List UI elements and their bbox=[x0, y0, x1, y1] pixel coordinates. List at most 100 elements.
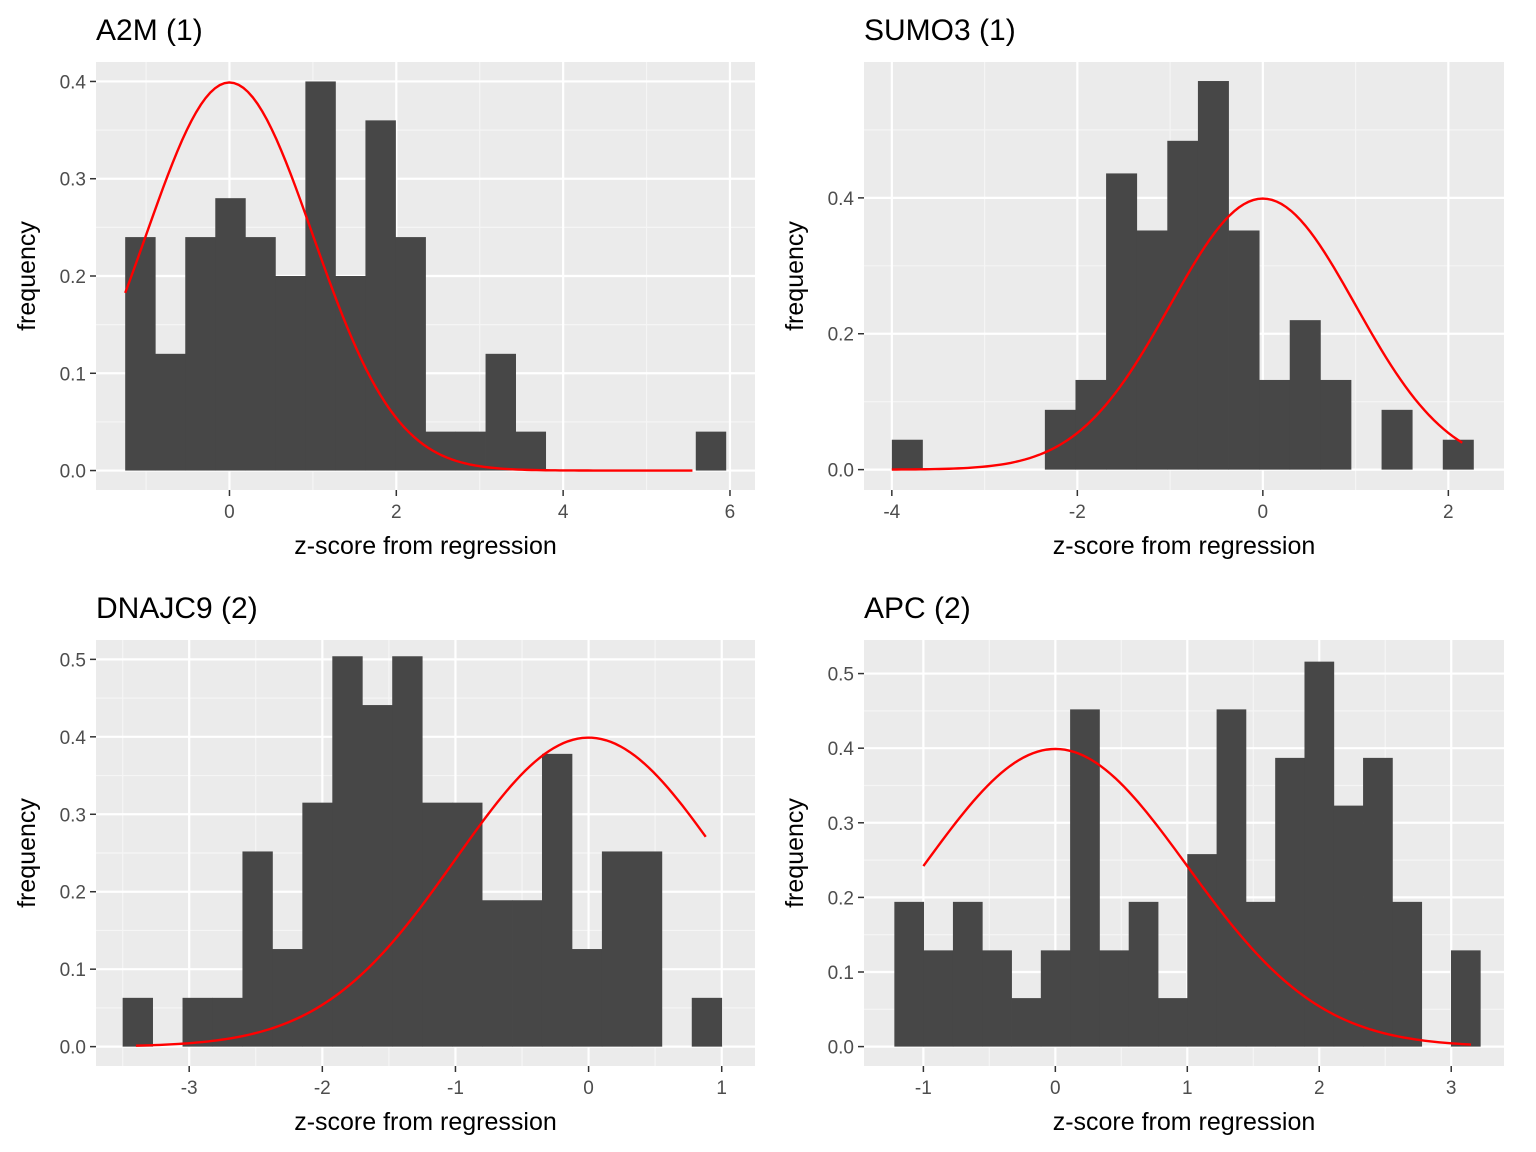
histogram-bar bbox=[125, 237, 156, 471]
histogram-bar bbox=[1070, 709, 1100, 1047]
histogram-bar bbox=[182, 997, 213, 1047]
chart-title: APC (2) bbox=[864, 592, 971, 625]
histogram-bar bbox=[245, 237, 276, 471]
histogram-bar bbox=[1289, 320, 1321, 470]
histogram-bar bbox=[485, 353, 516, 471]
y-tick-label: 0.3 bbox=[60, 170, 86, 191]
y-tick-label: 0.2 bbox=[828, 325, 854, 346]
y-tick-label: 0.3 bbox=[828, 814, 854, 835]
histogram-bar bbox=[1197, 81, 1229, 470]
x-tick-label: 2 bbox=[1443, 502, 1454, 523]
histogram-bar bbox=[422, 802, 453, 1047]
histogram-bar bbox=[631, 851, 663, 1047]
histogram-bar bbox=[1106, 173, 1138, 470]
x-tick-label: -4 bbox=[883, 502, 900, 523]
histogram-bar bbox=[1363, 757, 1393, 1047]
histogram-bar bbox=[512, 900, 543, 1047]
y-tick-label: 0.1 bbox=[828, 963, 854, 984]
histogram-bar bbox=[272, 949, 303, 1047]
x-tick-label: 1 bbox=[716, 1078, 727, 1099]
x-tick-label: 6 bbox=[725, 502, 736, 523]
x-tick-label: -3 bbox=[181, 1078, 198, 1099]
histogram-bar bbox=[242, 851, 273, 1047]
y-tick-label: 0.0 bbox=[828, 461, 854, 482]
histogram-bar bbox=[365, 120, 396, 471]
x-tick-label: 0 bbox=[224, 502, 235, 523]
histogram-bar bbox=[1442, 439, 1474, 470]
y-tick-label: 0.5 bbox=[60, 650, 86, 671]
x-tick-label: 4 bbox=[558, 502, 569, 523]
histogram-bar bbox=[1187, 854, 1217, 1047]
y-tick-label: 0.0 bbox=[60, 1038, 86, 1059]
histogram-bar bbox=[515, 431, 547, 471]
x-axis-label: z-score from regression bbox=[294, 532, 557, 560]
y-axis-label: frequency bbox=[13, 221, 41, 331]
histogram-bar bbox=[362, 705, 393, 1047]
histogram-bar bbox=[215, 198, 246, 471]
histogram-bar bbox=[392, 656, 423, 1047]
x-tick-label: 0 bbox=[583, 1078, 594, 1099]
x-tick-label: -1 bbox=[447, 1078, 464, 1099]
histogram-bar bbox=[335, 276, 366, 471]
histogram-bar bbox=[695, 431, 727, 471]
histogram-bar bbox=[1304, 661, 1335, 1047]
y-tick-label: 0.3 bbox=[60, 805, 86, 826]
y-tick-label: 0.0 bbox=[60, 462, 86, 483]
x-axis-label: z-score from regression bbox=[294, 1108, 557, 1136]
histogram-bar bbox=[395, 237, 426, 471]
histogram-bar bbox=[332, 656, 363, 1047]
histogram-bar bbox=[952, 901, 983, 1047]
normal-density-curve bbox=[891, 197, 1463, 471]
chart-title: DNAJC9 (2) bbox=[96, 592, 258, 625]
histogram-bar bbox=[122, 997, 153, 1047]
histogram-bar bbox=[1099, 950, 1130, 1047]
y-tick-label: 0.4 bbox=[60, 72, 87, 93]
x-axis-label: z-score from regression bbox=[1053, 532, 1316, 560]
histogram-bar bbox=[1011, 998, 1042, 1047]
y-tick-label: 0.1 bbox=[60, 364, 86, 385]
histogram-bar bbox=[1259, 379, 1291, 470]
histogram-bar bbox=[891, 439, 923, 470]
y-tick-label: 0.4 bbox=[828, 189, 855, 210]
y-tick-label: 0.5 bbox=[828, 665, 854, 686]
x-tick-label: 1 bbox=[1182, 1078, 1193, 1099]
chart-panel-4: -1 0 1 2 3 0.0 0.1 0.2 0.3 0.4 0.5 APC (2) z-score f… bbox=[781, 592, 1504, 1136]
x-tick-label: -2 bbox=[1069, 502, 1086, 523]
y-tick-label: 0.0 bbox=[828, 1038, 854, 1059]
y-axis-label: frequency bbox=[781, 221, 809, 331]
y-tick-label: 0.4 bbox=[60, 728, 87, 749]
histogram-bar bbox=[923, 950, 954, 1047]
histogram-bar bbox=[1075, 379, 1107, 470]
histogram-bar bbox=[982, 950, 1012, 1047]
histogram-bar bbox=[1333, 805, 1364, 1047]
histogram-bar bbox=[1216, 709, 1247, 1047]
y-tick-label: 0.2 bbox=[828, 888, 854, 909]
histogram-bar bbox=[425, 431, 456, 471]
y-tick-label: 0.2 bbox=[60, 883, 86, 904]
histogram-bar bbox=[1167, 140, 1199, 470]
histogram-bar bbox=[1128, 901, 1159, 1047]
histogram-bar bbox=[302, 802, 333, 1047]
normal-density-curve bbox=[922, 747, 1472, 1046]
histogram-bar bbox=[482, 900, 513, 1047]
histogram-bar bbox=[1450, 950, 1481, 1047]
normal-density-curve bbox=[135, 736, 707, 1047]
histogram-bar bbox=[601, 851, 633, 1047]
histogram-bar bbox=[1245, 901, 1276, 1047]
x-tick-label: -1 bbox=[915, 1078, 932, 1099]
histogram-bar bbox=[1320, 379, 1352, 470]
normal-density-curve bbox=[124, 81, 693, 472]
x-tick-label: -2 bbox=[314, 1078, 331, 1099]
histogram-bar bbox=[1228, 230, 1260, 470]
histogram-bar bbox=[1044, 409, 1076, 470]
histogram-bar bbox=[155, 353, 186, 471]
histogram-bar bbox=[691, 997, 723, 1047]
histogram-bar bbox=[452, 802, 483, 1047]
x-tick-label: 2 bbox=[1314, 1078, 1325, 1099]
histogram-bar bbox=[541, 753, 573, 1047]
y-axis-label: frequency bbox=[13, 798, 41, 908]
histogram-bar bbox=[305, 81, 336, 471]
chart-panel-1: 0 2 4 6 0.0 0.1 0.2 0.3 0.4 A2M (1) z-score from r… bbox=[13, 14, 755, 560]
histogram-bar bbox=[571, 949, 603, 1047]
